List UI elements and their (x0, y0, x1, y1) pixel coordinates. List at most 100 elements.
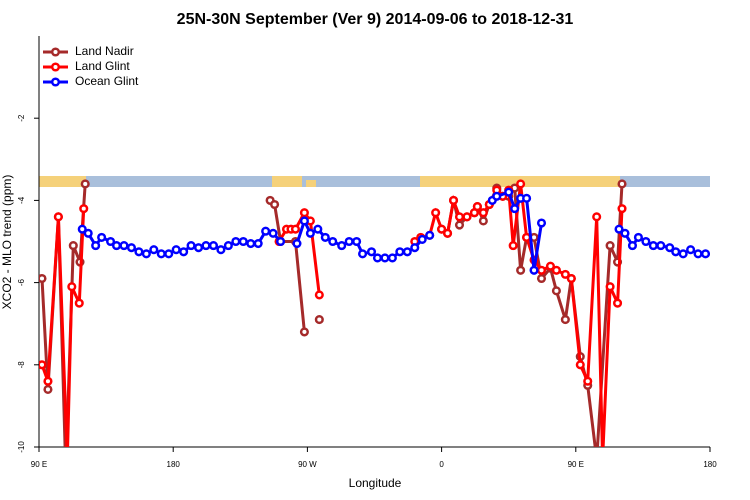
point (478, 208, 488, 218)
point (276, 236, 286, 247)
point (454, 220, 465, 230)
point (91, 241, 101, 251)
point (53, 212, 63, 222)
point (536, 218, 547, 228)
point (83, 228, 93, 238)
point (510, 204, 520, 214)
point (380, 253, 390, 263)
point (372, 253, 383, 263)
point (299, 208, 309, 218)
point (43, 384, 53, 395)
x-axis-label: Longitude (349, 476, 402, 490)
point (193, 243, 204, 253)
point (134, 247, 144, 257)
point (431, 208, 441, 218)
y-axis-label: XCO2 - MLO trend (ppm) (0, 175, 14, 310)
point (126, 243, 136, 253)
point (352, 236, 362, 247)
point (223, 241, 233, 251)
point (443, 228, 453, 238)
point (508, 241, 518, 251)
point (290, 224, 301, 234)
point (516, 179, 526, 189)
point (149, 245, 159, 255)
point (536, 265, 547, 275)
point (358, 249, 368, 259)
point (292, 239, 302, 249)
point (648, 241, 658, 251)
x-tick-label: 90 E (31, 460, 47, 469)
point (575, 360, 585, 370)
map-strip (39, 176, 710, 187)
y-tick-label: -10 (17, 441, 26, 453)
series-line (40, 183, 624, 447)
point (313, 224, 323, 234)
point (472, 202, 482, 212)
point (63, 468, 70, 475)
point (448, 195, 459, 205)
point (320, 232, 330, 242)
point (617, 179, 627, 189)
point (231, 236, 241, 247)
point (417, 234, 427, 244)
point (516, 265, 526, 275)
legend-marker (50, 62, 61, 72)
point (344, 236, 354, 247)
point (68, 241, 78, 251)
point (522, 193, 532, 203)
point (620, 228, 630, 238)
x-tick-label: 180 (703, 460, 717, 469)
point (593, 456, 600, 463)
point (633, 232, 643, 242)
point (39, 360, 47, 370)
point (337, 241, 347, 251)
point (253, 239, 263, 249)
x-tick-label: 0 (439, 460, 444, 469)
point (216, 245, 226, 255)
point (97, 232, 107, 242)
series-line (40, 183, 624, 447)
point (700, 249, 710, 259)
y-tick-label: -2 (17, 114, 26, 122)
point (305, 228, 315, 238)
point (605, 241, 615, 251)
point (64, 456, 71, 463)
point (395, 247, 405, 257)
point (551, 265, 561, 275)
point (678, 249, 688, 259)
point (314, 315, 324, 325)
point (627, 241, 638, 251)
point (529, 265, 539, 275)
point (410, 243, 420, 253)
point (141, 249, 151, 259)
point (437, 224, 447, 234)
point (261, 226, 271, 236)
point (106, 236, 116, 247)
y-tick-label: -4 (17, 196, 26, 204)
point (77, 224, 87, 234)
point (566, 273, 576, 284)
point (686, 245, 696, 255)
point (111, 241, 122, 251)
point (208, 241, 219, 251)
point (39, 273, 47, 284)
point (665, 243, 675, 253)
point (536, 273, 547, 284)
point (238, 236, 248, 247)
point (186, 241, 196, 251)
point (454, 212, 465, 222)
legend-label: Ocean Glint (75, 74, 139, 88)
point (74, 298, 84, 308)
point (328, 236, 338, 247)
point (299, 216, 309, 226)
point (492, 191, 502, 201)
point (613, 298, 623, 308)
legend-label: Land Nadir (75, 44, 134, 58)
point (67, 282, 77, 292)
point (201, 241, 211, 251)
point (605, 282, 615, 292)
legend-label: Land Glint (75, 59, 130, 73)
point (171, 245, 181, 255)
chart-title: 25N-30N September (Ver 9) 2014-09-06 to … (177, 11, 574, 28)
